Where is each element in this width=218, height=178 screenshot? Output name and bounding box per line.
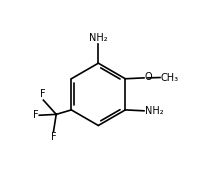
- Text: F: F: [33, 110, 39, 120]
- Text: O: O: [145, 72, 153, 82]
- Text: F: F: [40, 89, 46, 99]
- Text: NH₂: NH₂: [145, 106, 164, 116]
- Text: F: F: [51, 132, 56, 142]
- Text: NH₂: NH₂: [89, 33, 108, 43]
- Text: CH₃: CH₃: [161, 72, 179, 83]
